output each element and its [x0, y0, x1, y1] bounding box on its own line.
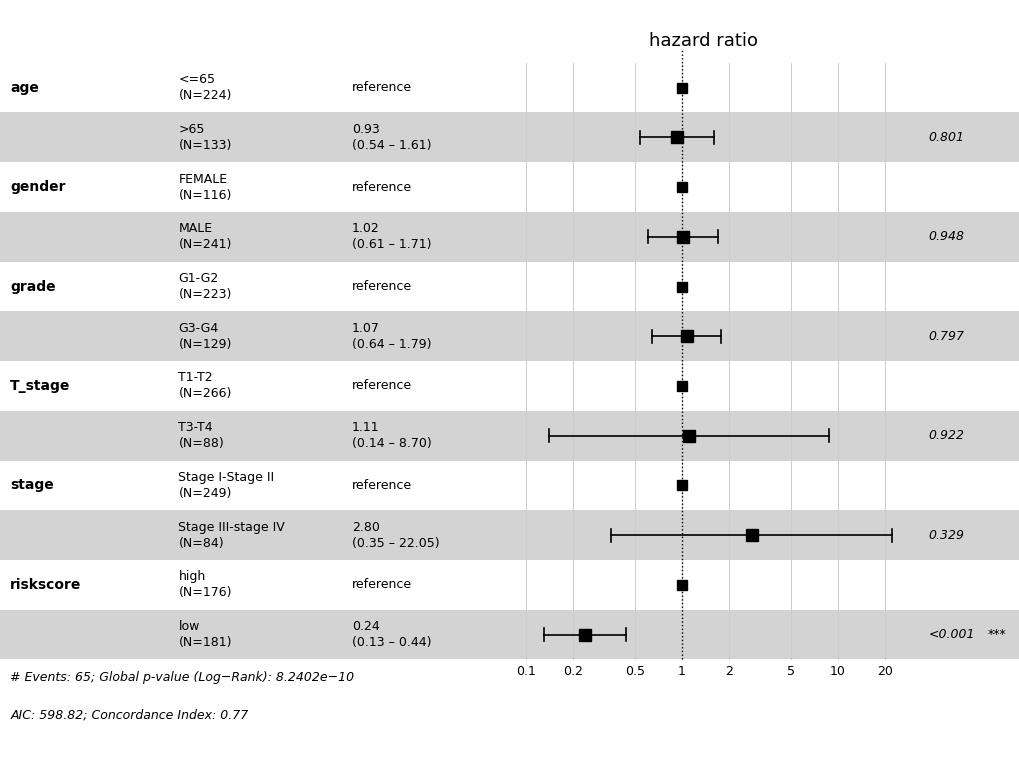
Text: high
(N=176): high (N=176)	[178, 570, 231, 600]
Text: T3-T4
(N=88): T3-T4 (N=88)	[178, 421, 224, 450]
Text: MALE
(N=241): MALE (N=241)	[178, 222, 231, 252]
Text: 5: 5	[787, 666, 794, 678]
Text: 0.922: 0.922	[927, 429, 963, 442]
Text: 0.329: 0.329	[927, 528, 963, 542]
Bar	[0, 112, 1019, 162]
Bar	[0, 411, 1019, 461]
Text: 0.93
(0.54 – 1.61): 0.93 (0.54 – 1.61)	[352, 123, 431, 152]
Text: G3-G4
(N=129): G3-G4 (N=129)	[178, 321, 231, 351]
Text: reference: reference	[352, 380, 412, 393]
Text: 0.24
(0.13 – 0.44): 0.24 (0.13 – 0.44)	[352, 620, 431, 649]
Text: riskscore: riskscore	[10, 578, 82, 592]
Text: reference: reference	[352, 280, 412, 293]
Text: 0.2: 0.2	[562, 666, 582, 678]
Text: 2.80
(0.35 – 22.05): 2.80 (0.35 – 22.05)	[352, 521, 439, 550]
Text: reference: reference	[352, 180, 412, 193]
Text: ***: ***	[986, 628, 1005, 641]
Text: gender: gender	[10, 180, 65, 194]
Text: >65
(N=133): >65 (N=133)	[178, 123, 231, 152]
Bar	[0, 312, 1019, 361]
Text: G1-G2
(N=223): G1-G2 (N=223)	[178, 272, 231, 301]
Text: <0.001: <0.001	[927, 628, 974, 641]
Text: reference: reference	[352, 479, 412, 492]
Text: # Events: 65; Global p-value (Log−Rank): 8.2402e−10: # Events: 65; Global p-value (Log−Rank):…	[10, 671, 354, 684]
Text: stage: stage	[10, 478, 54, 493]
Text: 2: 2	[725, 666, 732, 678]
Text: 1.07
(0.64 – 1.79): 1.07 (0.64 – 1.79)	[352, 321, 431, 351]
Text: 0.5: 0.5	[625, 666, 644, 678]
Text: <=65
(N=224): <=65 (N=224)	[178, 73, 231, 102]
Text: 1.11
(0.14 – 8.70): 1.11 (0.14 – 8.70)	[352, 421, 431, 450]
Text: 20: 20	[876, 666, 892, 678]
Text: age: age	[10, 80, 39, 95]
Text: 1: 1	[678, 666, 685, 678]
Text: T_stage: T_stage	[10, 379, 70, 393]
Bar	[0, 609, 1019, 659]
Text: reference: reference	[352, 81, 412, 94]
Text: grade: grade	[10, 280, 56, 293]
Text: Stage I-Stage II
(N=249): Stage I-Stage II (N=249)	[178, 471, 274, 500]
Text: 0.801: 0.801	[927, 131, 963, 144]
Text: low
(N=181): low (N=181)	[178, 620, 231, 649]
Text: Stage III-stage IV
(N=84): Stage III-stage IV (N=84)	[178, 521, 285, 550]
Bar	[0, 212, 1019, 262]
Text: 0.1: 0.1	[516, 666, 535, 678]
Text: 0.797: 0.797	[927, 330, 963, 343]
Text: reference: reference	[352, 578, 412, 591]
Text: hazard ratio: hazard ratio	[649, 33, 757, 50]
Text: 1.02
(0.61 – 1.71): 1.02 (0.61 – 1.71)	[352, 222, 431, 252]
Text: AIC: 598.82; Concordance Index: 0.77: AIC: 598.82; Concordance Index: 0.77	[10, 709, 249, 722]
Text: 10: 10	[829, 666, 845, 678]
Text: 0.948: 0.948	[927, 230, 963, 243]
Bar	[0, 510, 1019, 560]
Text: FEMALE
(N=116): FEMALE (N=116)	[178, 173, 231, 202]
Text: T1-T2
(N=266): T1-T2 (N=266)	[178, 371, 231, 400]
